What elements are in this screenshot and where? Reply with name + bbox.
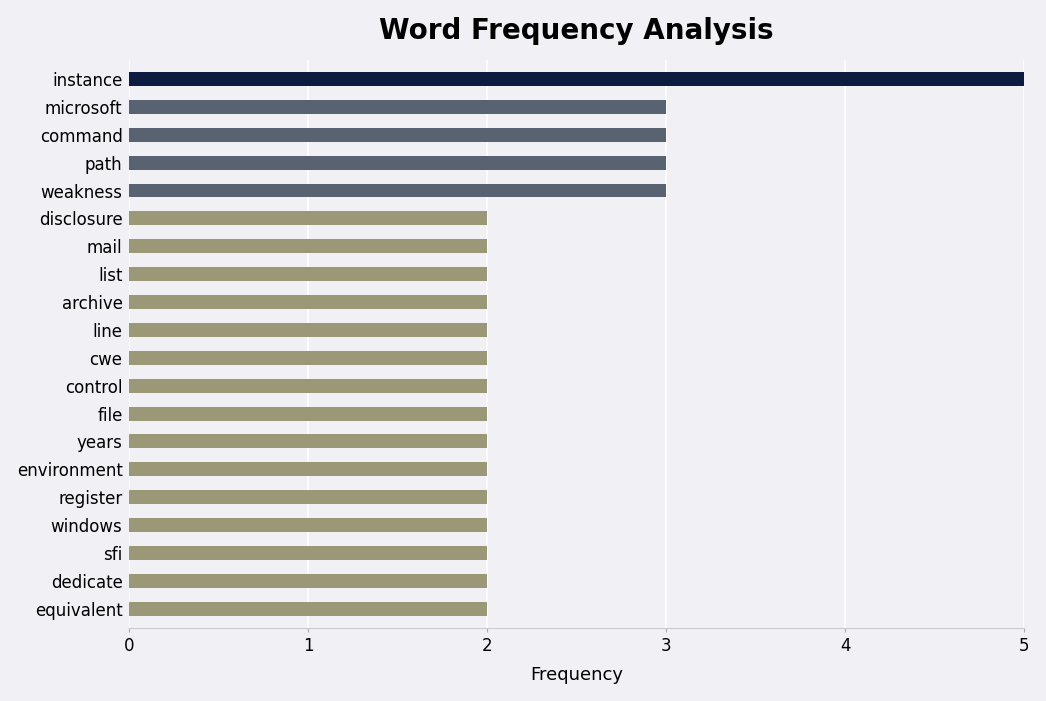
Bar xyxy=(130,574,487,587)
Title: Word Frequency Analysis: Word Frequency Analysis xyxy=(380,17,774,45)
Bar xyxy=(130,184,666,198)
Bar xyxy=(130,239,487,253)
X-axis label: Frequency: Frequency xyxy=(530,667,623,684)
Bar xyxy=(130,267,487,281)
Bar xyxy=(130,323,487,337)
Bar xyxy=(130,601,487,615)
Bar xyxy=(130,407,487,421)
Bar xyxy=(130,546,487,560)
Bar xyxy=(130,518,487,532)
Bar xyxy=(130,295,487,309)
Bar xyxy=(130,100,666,114)
Bar xyxy=(130,212,487,225)
Bar xyxy=(130,156,666,170)
Bar xyxy=(130,379,487,393)
Bar xyxy=(130,463,487,476)
Bar xyxy=(130,490,487,504)
Bar xyxy=(130,350,487,365)
Bar xyxy=(130,128,666,142)
Bar xyxy=(130,72,1024,86)
Bar xyxy=(130,435,487,449)
